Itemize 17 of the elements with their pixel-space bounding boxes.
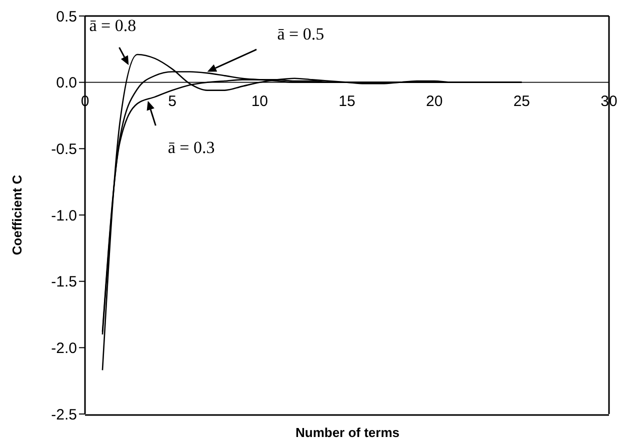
annotation: ā = 0.3 — [168, 138, 215, 157]
y-tick-label: 0.0 — [56, 74, 77, 92]
x-axis-title: Number of terms — [294, 425, 401, 440]
x-tick-label: 5 — [168, 92, 177, 110]
y-tick-label: -0.5 — [51, 140, 77, 158]
y-axis-title: Coefficient C — [10, 174, 25, 256]
x-tick-label: 20 — [426, 92, 443, 110]
y-tick-label: -2.5 — [51, 406, 77, 424]
y-tick-label: -1.5 — [51, 274, 77, 291]
annotation: ā = 0.5 — [277, 24, 324, 44]
x-tick-label: 10 — [251, 92, 268, 110]
y-tick-label: -1.0 — [51, 207, 77, 224]
x-tick-label: 15 — [338, 92, 356, 110]
annotation: ā = 0.8 — [89, 16, 136, 36]
x-tick-label: 25 — [513, 92, 530, 110]
y-tick-label: 0.5 — [56, 8, 77, 26]
y-tick-label: -2.0 — [51, 340, 77, 357]
